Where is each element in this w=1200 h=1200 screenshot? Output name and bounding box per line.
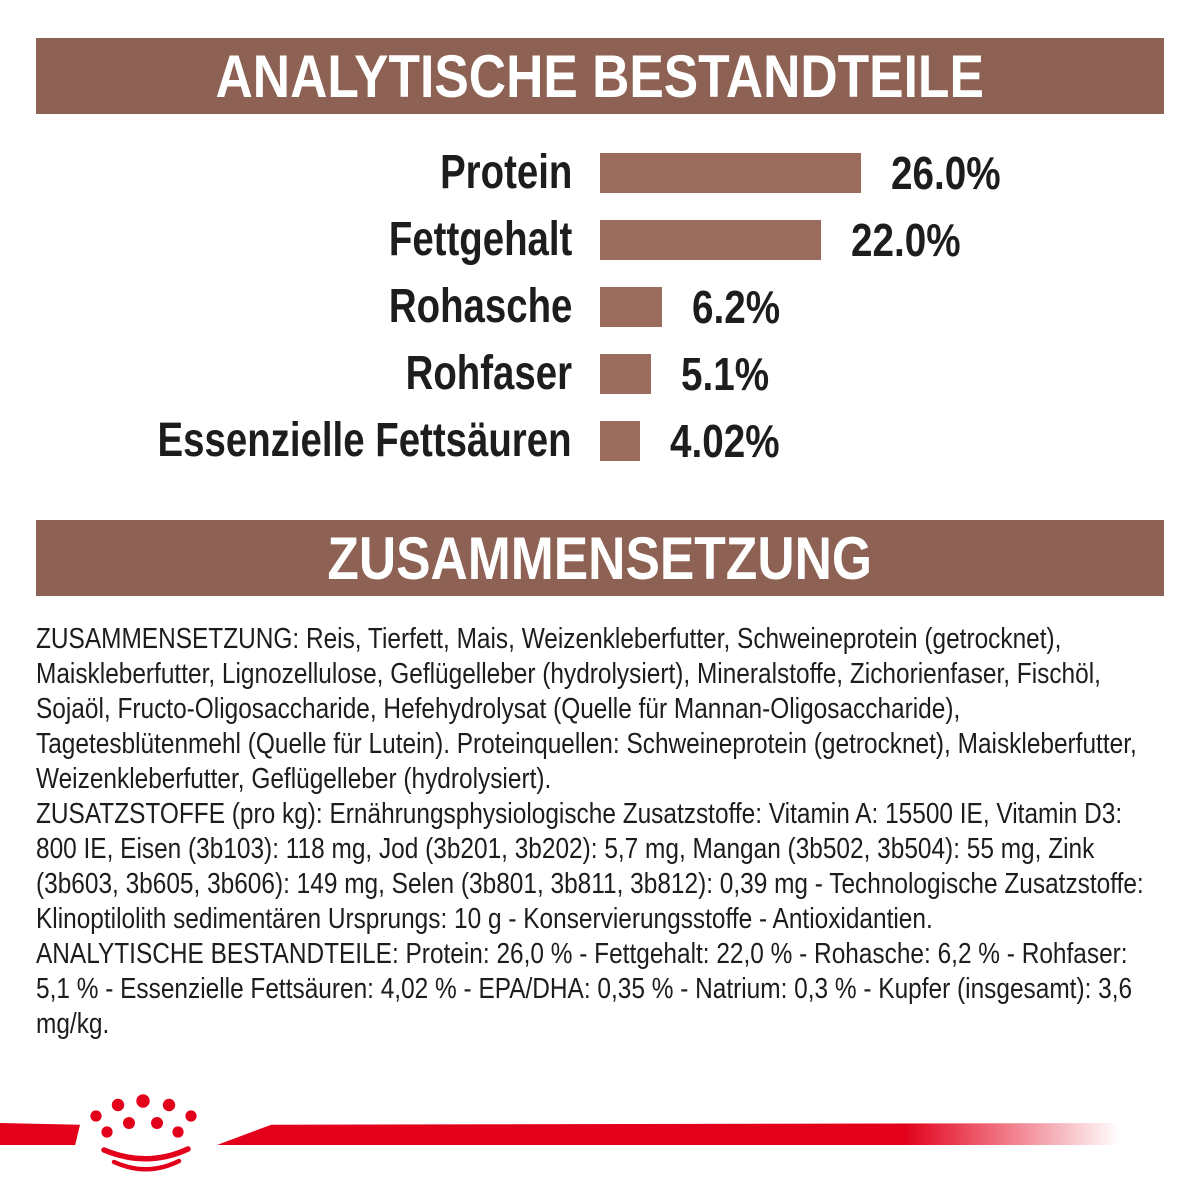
chart-bar xyxy=(600,286,663,327)
nutrition-bar-chart: Protein 26.0% Fettgehalt 22.0% Rohasche 6.2% R… xyxy=(36,139,1164,474)
chart-category-label-text: Essenzielle Fettsäuren xyxy=(157,414,572,467)
royal-canin-crown-icon xyxy=(90,1094,197,1172)
chart-category-label: Fettgehalt xyxy=(36,212,572,267)
chart-row: Essenzielle Fettsäuren 4.02% xyxy=(36,407,1164,474)
chart-category-label: Essenzielle Fettsäuren xyxy=(36,413,572,468)
chart-bar xyxy=(600,219,822,260)
chart-category-label: Rohasche xyxy=(36,279,572,334)
chart-row: Rohfaser 5.1% xyxy=(36,340,1164,407)
section-header-analytische-bestandteile: ANALYTISCHE BESTANDTEILE xyxy=(36,38,1164,114)
brand-band-left xyxy=(0,1123,80,1145)
brand-band-right xyxy=(217,1123,1120,1145)
chart-category-label-text: Rohasche xyxy=(388,280,572,333)
chart-bar xyxy=(600,152,862,193)
chart-row: Fettgehalt 22.0% xyxy=(36,206,1164,273)
chart-category-label: Protein xyxy=(36,145,572,200)
composition-text-block: ZUSAMMENSETZUNG: Reis, Tierfett, Mais, W… xyxy=(36,622,1164,1042)
body-paragraph: ZUSAMMENSETZUNG: Reis, Tierfett, Mais, W… xyxy=(36,623,1137,795)
body-paragraph: ZUSATZSTOFFE (pro kg): Ernährungsphysiol… xyxy=(36,798,1144,935)
chart-bar xyxy=(600,353,652,394)
chart-value-label: 26.0% xyxy=(891,146,1001,199)
chart-row: Rohasche 6.2% xyxy=(36,273,1164,340)
chart-value-label: 22.0% xyxy=(851,213,961,266)
chart-category-label: Rohfaser xyxy=(36,346,572,401)
chart-category-label-text: Rohfaser xyxy=(405,347,572,400)
chart-value-label: 6.2% xyxy=(692,280,781,333)
chart-category-label-text: Fettgehalt xyxy=(388,213,572,266)
chart-category-label-text: Protein xyxy=(439,146,572,199)
chart-bar xyxy=(600,420,641,461)
chart-value-label: 5.1% xyxy=(681,347,770,400)
chart-value-label: 4.02% xyxy=(670,414,780,467)
section-header-zusammensetzung: ZUSAMMENSETZUNG xyxy=(36,520,1164,596)
chart-row: Protein 26.0% xyxy=(36,139,1164,206)
section-title-zusammensetzung: ZUSAMMENSETZUNG xyxy=(327,524,873,592)
body-paragraph: ANALYTISCHE BESTANDTEILE: Protein: 26,0 … xyxy=(36,938,1133,1040)
section-title-analytische-bestandteile: ANALYTISCHE BESTANDTEILE xyxy=(215,42,985,110)
